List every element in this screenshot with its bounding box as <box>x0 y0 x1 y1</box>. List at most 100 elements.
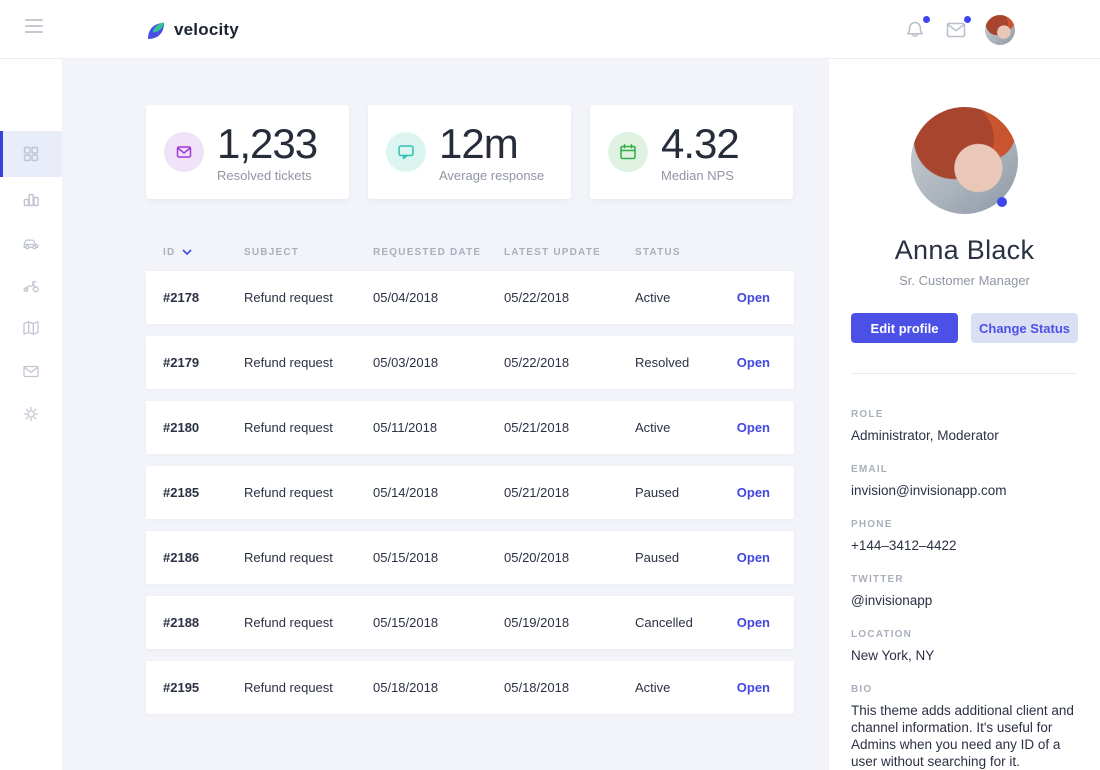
brand: velocity <box>144 0 239 59</box>
sidebar-item-messages[interactable] <box>0 349 62 392</box>
latest-update: 05/22/2018 <box>504 290 570 305</box>
detail-value: +144–3412–4422 <box>851 538 957 553</box>
user-avatar[interactable] <box>985 14 1015 45</box>
map-icon <box>21 318 41 338</box>
latest-update: 05/22/2018 <box>504 355 570 370</box>
main-content: 1,233 Resolved tickets 12m Average respo… <box>62 59 829 770</box>
requested-date: 05/15/2018 <box>373 550 439 565</box>
open-link[interactable]: Open <box>736 290 770 305</box>
open-link[interactable]: Open <box>736 355 770 370</box>
detail-label: LOCATION <box>851 629 913 640</box>
ticket-id: #2178 <box>163 290 200 305</box>
notification-badge <box>923 15 930 23</box>
profile-title: Sr. Customer Manager <box>899 273 1030 288</box>
calendar-icon <box>608 132 648 172</box>
hamburger-icon[interactable] <box>25 19 43 37</box>
column-latest-update: LATEST UPDATE <box>504 247 601 258</box>
ticket-status: Resolved <box>635 355 690 370</box>
gear-icon <box>21 404 41 424</box>
latest-update: 05/21/2018 <box>504 420 570 435</box>
open-link[interactable]: Open <box>736 680 770 695</box>
mail-icon[interactable] <box>944 15 971 42</box>
sidebar-item-analytics[interactable] <box>0 177 62 220</box>
open-link[interactable]: Open <box>736 420 770 435</box>
online-status-dot <box>997 197 1007 207</box>
ticket-row[interactable]: #2178 Refund request 05/04/2018 05/22/20… <box>146 271 794 324</box>
ticket-subject: Refund request <box>244 420 333 435</box>
requested-date: 05/03/2018 <box>373 355 439 370</box>
envelope-icon <box>21 361 41 381</box>
detail-value: This theme adds additional client and ch… <box>851 703 1074 769</box>
open-link[interactable]: Open <box>736 550 770 565</box>
requested-date: 05/04/2018 <box>373 290 439 305</box>
detail-email: EMAIL invision@invisionapp.com <box>851 464 1076 499</box>
ticket-subject: Refund request <box>244 680 333 695</box>
ticket-id: #2186 <box>163 550 200 565</box>
ticket-row[interactable]: #2195 Refund request 05/18/2018 05/18/20… <box>146 661 794 714</box>
ticket-row[interactable]: #2188 Refund request 05/15/2018 05/19/20… <box>146 596 794 649</box>
stat-card-median-nps: 4.32 Median NPS <box>590 105 793 199</box>
topbar: velocity <box>0 0 1100 59</box>
bell-icon[interactable] <box>903 15 930 42</box>
ticket-status: Cancelled <box>635 615 693 630</box>
ticket-id: #2179 <box>163 355 200 370</box>
requested-date: 05/11/2018 <box>373 420 438 435</box>
ticket-subject: Refund request <box>244 290 333 305</box>
sidebar-item-dashboard[interactable] <box>0 131 62 177</box>
stat-value: 4.32 <box>661 119 740 167</box>
latest-update: 05/19/2018 <box>504 615 570 630</box>
message-badge <box>964 15 971 23</box>
open-link[interactable]: Open <box>736 615 770 630</box>
profile-name: Anna Black <box>894 235 1035 265</box>
stat-cards: 1,233 Resolved tickets 12m Average respo… <box>146 105 793 199</box>
ticket-row[interactable]: #2185 Refund request 05/14/2018 05/21/20… <box>146 466 794 519</box>
column-id-sort[interactable]: ID <box>163 247 244 258</box>
table-header: ID SUBJECT REQUESTED DATE LATEST UPDATE … <box>146 247 794 258</box>
ticket-status: Active <box>635 420 671 435</box>
stat-value: 12m <box>439 119 519 167</box>
requested-date: 05/18/2018 <box>373 680 439 695</box>
ticket-id: #2180 <box>163 420 200 435</box>
stat-card-average-response: 12m Average response <box>368 105 571 199</box>
ticket-status: Active <box>635 680 671 695</box>
profile-actions: Edit profile Change Status <box>829 313 1100 343</box>
divider <box>851 373 1077 374</box>
envelope-icon <box>164 132 204 172</box>
ticket-row[interactable]: #2179 Refund request 05/03/2018 05/22/20… <box>146 336 794 389</box>
ticket-subject: Refund request <box>244 355 333 370</box>
detail-location: LOCATION New York, NY <box>851 629 1076 664</box>
detail-label: BIO <box>851 684 873 695</box>
ticket-row[interactable]: #2186 Refund request 05/15/2018 05/20/20… <box>146 531 794 584</box>
bar-chart-icon <box>21 189 41 209</box>
edit-profile-button[interactable]: Edit profile <box>851 313 958 343</box>
sidebar-item-settings[interactable] <box>0 392 62 435</box>
chevron-down-icon <box>183 249 192 255</box>
ticket-status: Paused <box>635 485 680 500</box>
detail-value: Administrator, Moderator <box>851 428 999 443</box>
car-icon <box>21 232 41 252</box>
ticket-row[interactable]: #2180 Refund request 05/11/2018 05/21/20… <box>146 401 794 454</box>
profile-photo <box>911 107 1018 214</box>
ticket-subject: Refund request <box>244 550 333 565</box>
latest-update: 05/20/2018 <box>504 550 570 565</box>
latest-update: 05/21/2018 <box>504 485 570 500</box>
chat-bubble-icon <box>386 132 426 172</box>
column-subject: SUBJECT <box>244 247 300 258</box>
sidebar-item-map[interactable] <box>0 306 62 349</box>
ticket-status: Active <box>635 290 671 305</box>
grid-icon <box>21 144 41 164</box>
sidebar-item-delivery[interactable] <box>0 263 62 306</box>
profile-details: ROLE Administrator, Moderator EMAIL invi… <box>829 374 1100 770</box>
detail-label: TWITTER <box>851 574 904 585</box>
ticket-subject: Refund request <box>244 615 333 630</box>
profile-panel: Anna Black Sr. Customer Manager Edit pro… <box>829 59 1100 770</box>
requested-date: 05/14/2018 <box>373 485 439 500</box>
stat-label: Resolved tickets <box>217 167 312 183</box>
scooter-icon <box>21 275 41 295</box>
detail-phone: PHONE +144–3412–4422 <box>851 519 1076 554</box>
change-status-button[interactable]: Change Status <box>971 313 1078 343</box>
open-link[interactable]: Open <box>736 485 770 500</box>
sidebar-item-vehicles[interactable] <box>0 220 62 263</box>
stat-value: 1,233 <box>217 119 318 167</box>
tickets-table: ID SUBJECT REQUESTED DATE LATEST UPDATE … <box>146 247 794 726</box>
